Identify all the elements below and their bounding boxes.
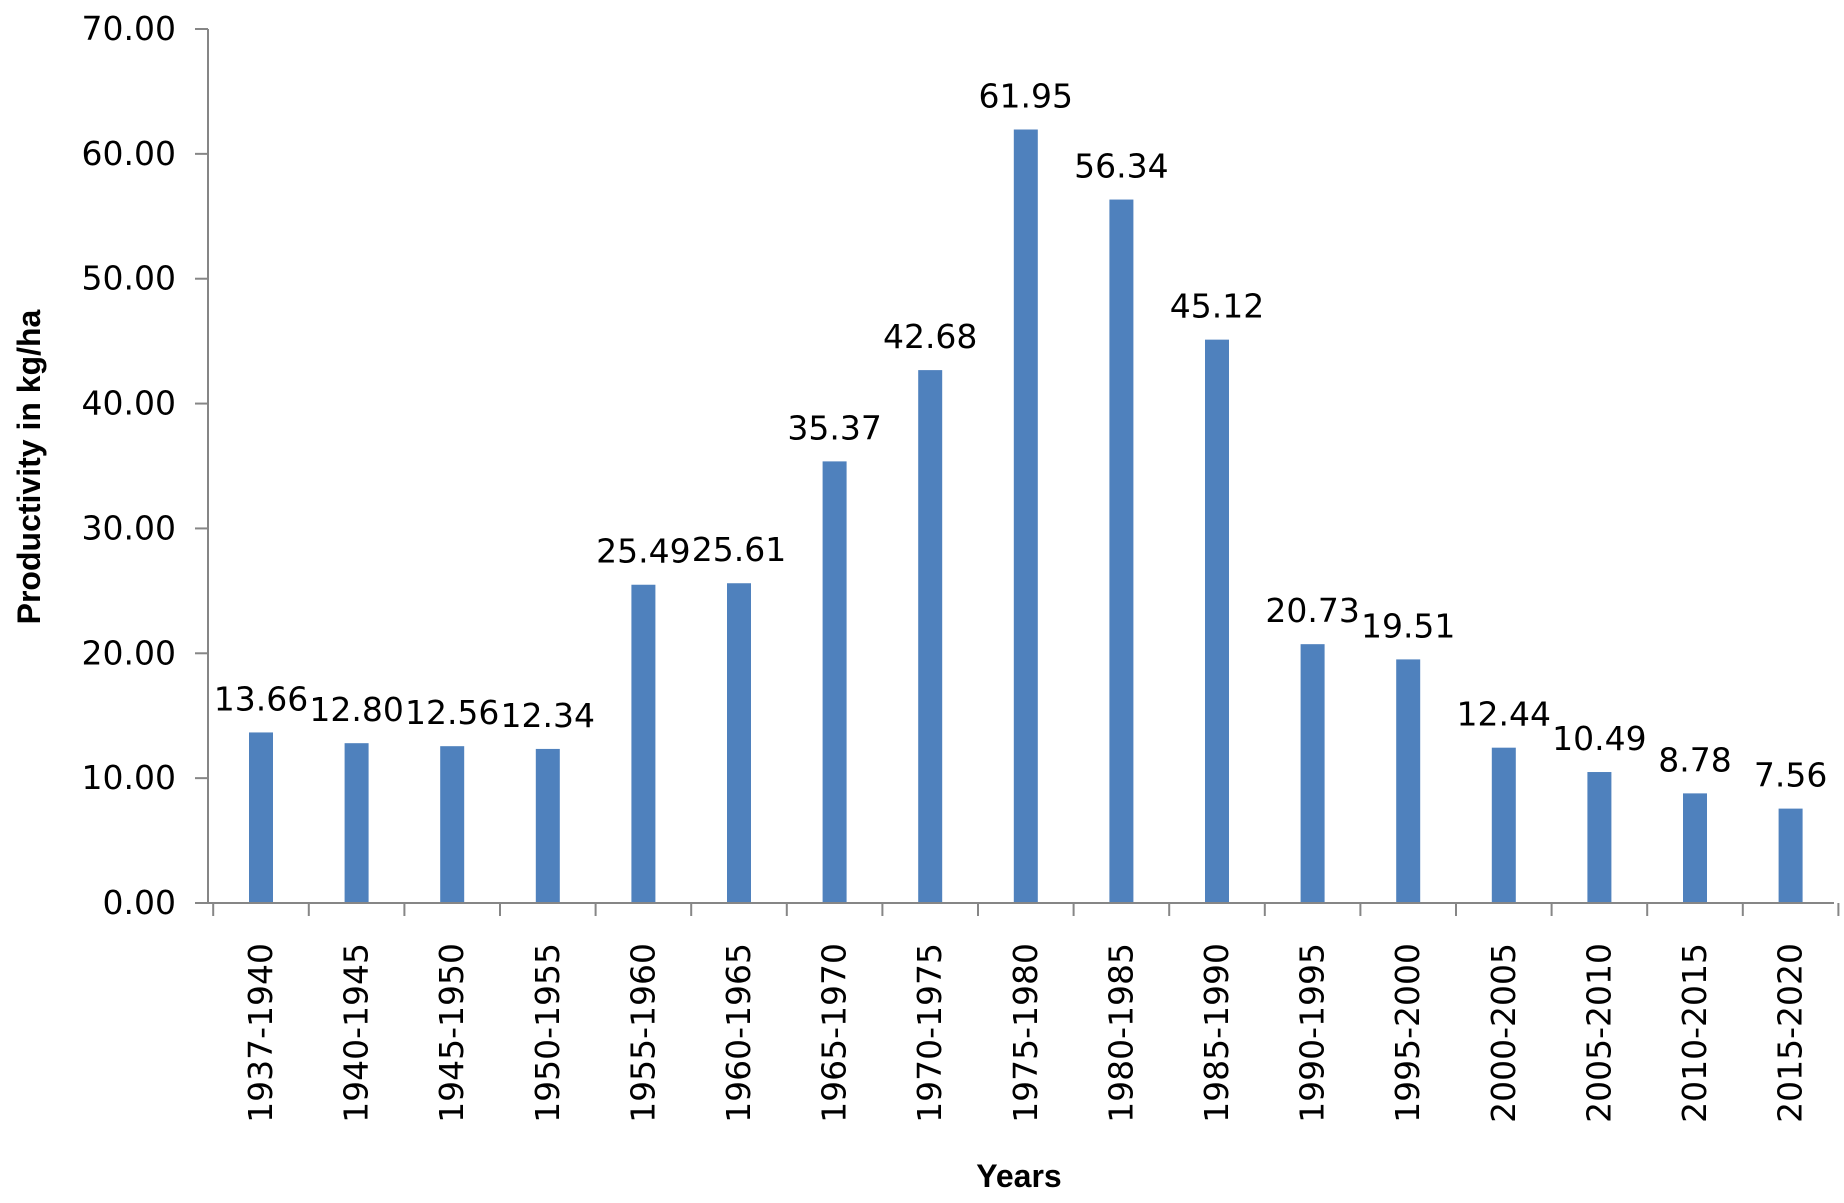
x-tick-label: 2015-2020 [1771,943,1810,1123]
bar [344,743,369,903]
x-tick-label: 1980-1985 [1101,943,1140,1123]
bar [1683,793,1707,903]
data-label: 12.56 [405,693,499,732]
bar [822,461,847,903]
x-tick-label: 1985-1990 [1197,943,1236,1123]
y-tick-label: 0.00 [103,883,176,922]
data-label: 7.56 [1754,756,1827,795]
x-tick-label: 1965-1970 [815,943,854,1123]
data-label: 42.68 [883,317,977,356]
bars [249,129,1803,904]
x-tick-label: 1937-1940 [241,943,280,1123]
data-label: 25.61 [692,530,786,569]
y-axis-ticks: 0.00 10.00 20.00 30.00 40.00 50.00 60.00 70.00 [82,9,208,922]
bar [1396,659,1421,903]
data-label: 12.34 [501,696,595,735]
y-tick-label: 40.00 [82,384,176,423]
data-labels: 13.66 12.80 12.56 12.34 25.49 25.61 35.37 42.68… [214,77,1828,795]
y-tick-label: 70.00 [82,9,176,48]
data-label: 10.49 [1552,719,1646,758]
x-tick-label: 1960-1965 [719,943,758,1123]
bar [535,748,560,903]
y-tick-label: 60.00 [82,134,176,173]
data-label: 12.80 [309,690,403,729]
data-label: 25.49 [596,532,690,571]
bar [1778,808,1803,903]
data-label: 56.34 [1074,147,1168,186]
bar [249,732,273,903]
bar [1205,339,1229,904]
y-tick-label: 30.00 [82,508,176,547]
bar [1013,129,1038,903]
data-label: 19.51 [1361,606,1455,645]
x-tick-label: 1940-1945 [337,943,376,1123]
data-label: 12.44 [1457,695,1551,734]
x-tick-label: 1970-1975 [910,943,949,1123]
bar [918,370,943,903]
x-axis-ticks: 1937-1940 1940-1945 1945-1950 1950-1955 1955… [212,903,1840,1123]
x-tick-label: 1990-1995 [1293,943,1332,1123]
x-tick-label: 2010-2015 [1675,943,1714,1123]
data-label: 8.78 [1658,740,1731,779]
bar [1109,199,1134,903]
bar [727,583,751,903]
x-axis-title: Years [976,1158,1061,1194]
data-label: 20.73 [1265,591,1359,630]
x-tick-label: 1995-2000 [1388,943,1427,1123]
y-tick-label: 10.00 [82,758,176,797]
bar [1491,747,1516,903]
bar [631,584,656,903]
y-axis-title: Productivity in kg/ha [11,309,47,624]
y-tick-label: 50.00 [82,259,176,298]
x-tick-label: 1950-1955 [528,943,567,1123]
bar [440,746,465,903]
data-label: 61.95 [979,77,1073,116]
x-tick-label: 1955-1960 [623,943,662,1123]
bar [1587,772,1612,903]
x-tick-label: 2005-2010 [1579,943,1618,1123]
bar [1300,644,1325,903]
x-tick-label: 1975-1980 [1006,943,1045,1123]
x-tick-label: 1945-1950 [432,943,471,1123]
data-label: 45.12 [1170,287,1264,326]
x-tick-label: 2000-2005 [1484,943,1523,1123]
y-tick-label: 20.00 [82,633,176,672]
data-label: 35.37 [787,408,881,447]
data-label: 13.66 [214,679,308,718]
